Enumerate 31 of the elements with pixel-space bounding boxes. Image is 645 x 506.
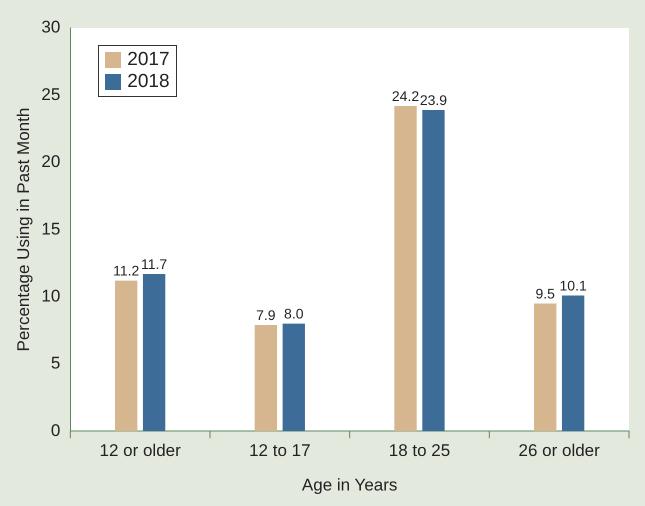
- bar: [394, 106, 417, 432]
- bar: [142, 274, 166, 432]
- data-label: 24.2: [392, 88, 420, 104]
- bar: [115, 280, 138, 432]
- legend-label: 2017: [127, 49, 170, 71]
- data-label: 11.7: [141, 256, 168, 272]
- data-label: 23.9: [420, 92, 448, 108]
- x-tick-label: 18 to 25: [388, 441, 450, 460]
- bar: [422, 110, 445, 432]
- data-label: 7.9: [256, 306, 276, 323]
- data-label: 8.0: [284, 306, 304, 322]
- bar: [534, 304, 556, 432]
- data-label: 10.1: [560, 277, 587, 294]
- x-tick-label: 26 or older: [518, 441, 600, 460]
- y-tick-label: 20: [41, 152, 60, 172]
- y-tick-label: 25: [41, 84, 60, 104]
- y-tick-label: 30: [41, 18, 60, 37]
- bar: [562, 295, 584, 432]
- legend-label: 2018: [127, 71, 170, 93]
- x-tick-label: 12 or older: [100, 441, 182, 460]
- x-tick-label: 12 to 17: [249, 441, 311, 460]
- y-tick-label: 10: [41, 286, 60, 306]
- y-tick-label: 5: [50, 354, 60, 373]
- y-axis-title: Percentage Using in Past Month: [14, 108, 33, 352]
- x-axis-title: Age in Years: [302, 475, 398, 494]
- bar: [282, 324, 305, 432]
- y-tick-label: 0: [50, 420, 60, 440]
- y-tick-label: 15: [41, 219, 60, 238]
- data-label: 11.2: [113, 262, 140, 279]
- data-label: 9.5: [535, 285, 556, 302]
- bar: [254, 325, 278, 432]
